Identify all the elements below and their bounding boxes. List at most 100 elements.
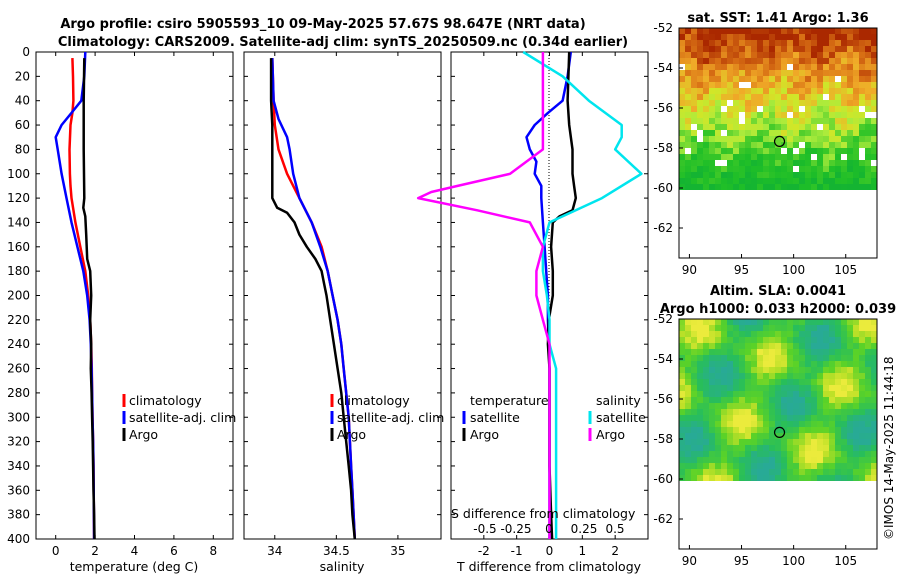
map-cell [817,385,823,391]
legend-s-satellite: satellite [596,410,646,425]
map-cell [739,325,745,331]
map-cell [799,361,805,367]
map-cell [685,463,691,469]
map-cell [721,94,727,100]
map-cell [739,445,745,451]
map-cell [769,337,775,343]
map-cell [685,337,691,343]
map-cell [859,415,865,421]
map-cell [757,172,763,178]
map-cell [757,28,763,34]
map-cell [787,70,793,76]
map-cell [727,34,733,40]
map-cell [691,463,697,469]
map-cell [745,433,751,439]
map-cell [853,148,859,154]
map-cell [775,52,781,58]
map-cell [775,343,781,349]
map-cell [793,403,799,409]
map-cell [829,385,835,391]
map-cell [769,409,775,415]
map-cell [709,100,715,106]
map-cell [823,391,829,397]
map-cell [805,439,811,445]
map-cell [763,445,769,451]
map-cell [829,373,835,379]
map-cell [811,184,817,190]
map-cell [805,469,811,475]
map-cell [865,361,871,367]
map-cell [817,349,823,355]
map-cell [853,76,859,82]
map-cell [829,184,835,190]
map-cell [859,445,865,451]
map-cell [793,385,799,391]
map-cell [685,64,691,70]
map-cell [703,391,709,397]
map-cell [787,142,793,148]
map-cell [853,154,859,160]
map-cell [829,439,835,445]
map-cell [715,184,721,190]
map-cell [805,142,811,148]
map-cell [703,409,709,415]
map-cell [745,100,751,106]
argo-location-marker-sla [773,426,786,438]
map-cell [805,58,811,64]
map-cell [805,373,811,379]
map-cell [871,28,877,34]
map-cell [865,160,871,166]
map-cell [691,439,697,445]
map-x-tick-label: 95 [734,554,749,568]
map-cell [781,88,787,94]
map-cell [745,463,751,469]
map-cell [811,160,817,166]
map-cell [763,166,769,172]
map-cell [739,154,745,160]
map-cell [787,403,793,409]
map-cell [871,148,877,154]
map-cell [739,421,745,427]
map-cell [703,427,709,433]
map-cell [799,94,805,100]
map-cell [817,118,823,124]
map-cell [841,415,847,421]
map-cell [847,415,853,421]
map-cell [721,88,727,94]
map-cell [679,34,685,40]
map-cell [721,409,727,415]
map-cell [733,367,739,373]
map-cell [853,349,859,355]
map-y-tick-label: -58 [653,141,673,155]
map-cell [727,172,733,178]
map-cell [763,391,769,397]
map-cell [685,367,691,373]
map-cell [703,166,709,172]
map-cell [781,142,787,148]
map-cell [781,355,787,361]
map-cell [691,451,697,457]
map-cell [787,331,793,337]
map-cell [703,130,709,136]
map-cell [841,457,847,463]
map-cell [829,166,835,172]
map-cell [835,34,841,40]
map-cell [865,130,871,136]
map-cell [715,166,721,172]
map-cell [805,28,811,34]
map-cell [847,361,853,367]
map-cell [865,403,871,409]
map-cell [859,28,865,34]
map-cell [829,415,835,421]
map-cell [715,463,721,469]
map-cell [751,82,757,88]
map-cell [799,166,805,172]
map-cell [865,142,871,148]
map-cell [793,70,799,76]
map-cell [745,427,751,433]
map-cell [829,118,835,124]
map-cell [865,70,871,76]
map-cell [703,52,709,58]
map-cell [769,403,775,409]
map-cell [691,409,697,415]
